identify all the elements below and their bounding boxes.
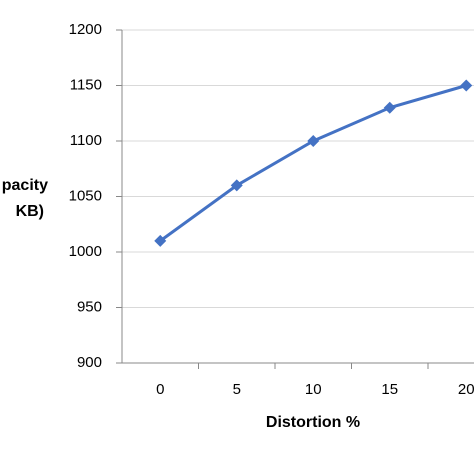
y-tick-label: 1200	[69, 21, 102, 38]
y-tick-label: 900	[77, 354, 102, 371]
x-tick-label: 15	[381, 381, 398, 398]
marker	[307, 135, 320, 147]
x-tick-label: 0	[156, 381, 164, 398]
x-tick-label: 5	[233, 381, 241, 398]
marker	[154, 234, 167, 247]
marker	[230, 179, 243, 192]
y-tick-label: 1000	[69, 243, 102, 260]
x-axis-title: Distortion %	[266, 414, 360, 431]
y-tick-label: 1100	[70, 132, 102, 149]
marker	[460, 79, 473, 92]
y-tick-label: 1150	[70, 76, 102, 93]
y-axis-title: KB)	[16, 203, 44, 220]
x-tick-label: 20	[458, 381, 474, 398]
marker	[383, 101, 396, 114]
y-tick-label: 950	[77, 298, 102, 315]
x-tick-label: 10	[305, 381, 322, 398]
y-axis-title: pacity	[2, 177, 48, 194]
line	[159, 84, 467, 243]
y-tick-label: 1050	[69, 187, 102, 204]
